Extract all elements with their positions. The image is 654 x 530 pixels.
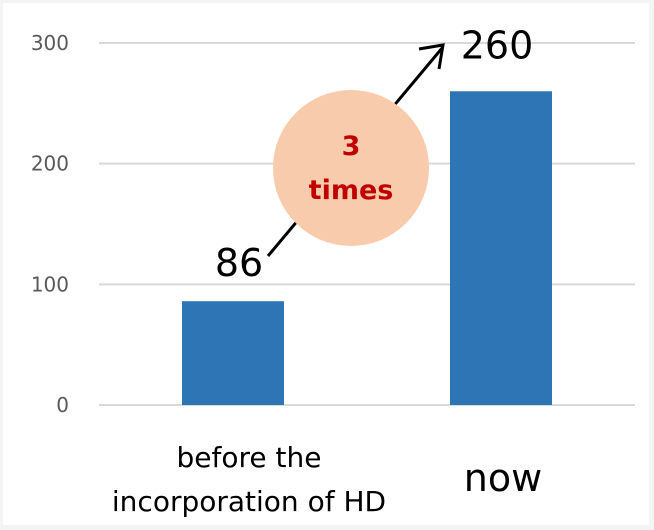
y-axis-tick-labels: 0 100 200 300 — [31, 31, 69, 417]
chart-card: 0 100 200 300 before the incorporation of HD… — [3, 3, 649, 525]
multiplier-bubble — [273, 90, 429, 246]
x-tick-label: incorporation of HD — [112, 485, 386, 518]
x-axis-tick-labels: before the incorporation of HD now — [112, 441, 542, 518]
y-tick-label: 200 — [31, 152, 69, 176]
bar-chart: 0 100 200 300 before the incorporation of HD… — [31, 23, 635, 518]
bar — [182, 301, 284, 405]
bars — [182, 91, 552, 406]
bar — [450, 91, 552, 406]
multiplier-unit: times — [309, 175, 394, 206]
data-labels: 86 260 — [215, 23, 533, 285]
multiplier-number: 3 — [342, 131, 361, 162]
data-label: 86 — [215, 241, 263, 285]
y-tick-label: 100 — [31, 272, 69, 296]
y-tick-label: 300 — [31, 31, 69, 55]
data-label: 260 — [461, 23, 534, 67]
growth-annotation: 3 times — [266, 43, 445, 257]
growth-arrow-head — [418, 43, 445, 70]
x-tick-label: before the — [177, 441, 322, 474]
y-tick-label: 0 — [56, 393, 69, 417]
x-tick-label: now — [464, 456, 542, 500]
